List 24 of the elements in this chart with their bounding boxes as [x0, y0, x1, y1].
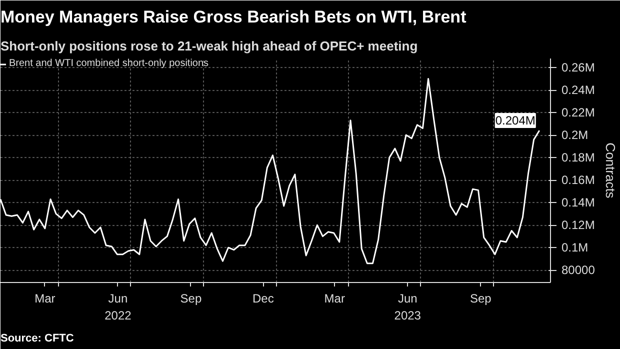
y-tick-label: 0.14M: [562, 196, 595, 210]
x-tick-label: Sep: [180, 292, 202, 306]
y-axis-title: Contracts: [602, 142, 618, 199]
y-tick-label: 0.26M: [562, 60, 595, 75]
y-tick-label: 0.16M: [562, 173, 595, 188]
x-tick-label: Mar: [324, 292, 345, 306]
source-note: Source: CFTC: [0, 332, 74, 344]
y-tick-label: 0.22M: [562, 106, 595, 120]
legend-label: Brent and WTI combined short-only positions: [9, 58, 209, 69]
annotation: 0.204M: [495, 114, 536, 128]
x-tick-label: Jun 2022: [104, 292, 132, 322]
y-tick-label: 0.2M: [562, 128, 588, 142]
chart-title: Money Managers Raise Gross Bearish Bets on WTI, Brent: [0, 8, 467, 26]
y-tick-label: 0.24M: [562, 83, 595, 98]
x-tick-label: Sep: [470, 292, 492, 306]
y-tick-label: 0.18M: [562, 150, 595, 165]
y-tick-label: 0.1M: [562, 240, 588, 255]
x-tick-label: Dec: [252, 292, 274, 306]
y-tick-label: 0.12M: [562, 218, 595, 232]
line-series: [0, 78, 540, 264]
y-tick-label: 80000: [562, 263, 596, 278]
x-tick-label: Mar: [34, 292, 56, 306]
chart-subtitle: Short-only positions rose to 21-weak high ahead of OPEC+ meeting: [0, 38, 418, 54]
x-tick-label: Jun 2023: [394, 292, 422, 322]
